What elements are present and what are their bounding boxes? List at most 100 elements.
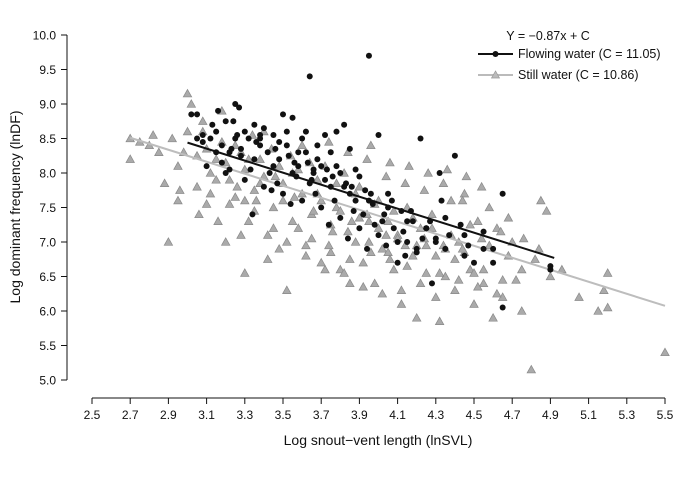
flowing-water-point — [436, 170, 443, 176]
flowing-water-point — [247, 166, 254, 173]
still-water-point — [182, 88, 193, 98]
still-water-point — [534, 243, 544, 253]
flowing-water-point — [442, 245, 449, 252]
still-water-point — [324, 137, 334, 146]
flowing-water-point — [213, 128, 220, 135]
still-water-point — [224, 199, 235, 208]
flowing-water-point — [215, 107, 222, 114]
still-water-point — [289, 192, 300, 201]
still-water-point — [423, 168, 433, 177]
flowing-water-point — [322, 132, 329, 139]
flowing-water-point — [209, 121, 216, 128]
flowing-water-point — [402, 252, 409, 259]
still-water-point — [450, 285, 460, 294]
x-axis-tick-label: 3.9 — [351, 408, 368, 422]
flowing-water-point — [314, 142, 321, 149]
x-axis-tick-label: 4.1 — [389, 408, 406, 422]
still-water-point — [465, 264, 475, 274]
still-water-point — [297, 140, 307, 150]
y-axis-tick-label: 5.0 — [39, 374, 56, 388]
flowing-water-point — [446, 232, 453, 239]
flowing-water-point — [451, 152, 458, 159]
flowing-water-point — [419, 235, 426, 242]
y-axis-tick-label: 9.5 — [39, 63, 56, 77]
still-water-point — [497, 275, 508, 284]
still-water-point — [484, 202, 495, 212]
still-water-point — [388, 206, 399, 215]
still-water-point — [377, 288, 388, 298]
still-water-point — [339, 268, 349, 277]
flowing-water-point — [404, 218, 411, 225]
flowing-water-point — [251, 121, 258, 128]
flowing-water-point — [270, 132, 277, 139]
still-water-point — [503, 212, 514, 222]
still-water-point — [194, 209, 204, 219]
still-water-point — [154, 147, 164, 156]
flowing-water-point — [331, 197, 338, 204]
still-water-point — [400, 240, 411, 250]
x-axis-tick-label: 3.3 — [236, 408, 253, 422]
still-water-point — [173, 161, 183, 170]
still-water-point — [327, 226, 338, 236]
flowing-water-point — [394, 239, 401, 245]
flowing-water-point — [295, 149, 302, 156]
x-axis-tick-label: 5.3 — [618, 408, 635, 422]
flowing-water-point — [344, 235, 351, 242]
still-water-point — [364, 216, 374, 225]
still-water-point — [324, 240, 334, 250]
legend-label-flowing: Flowing water (C = 11.05) — [518, 47, 661, 61]
still-water-point — [434, 316, 445, 325]
y-axis-tick-label: 9.0 — [39, 98, 56, 112]
x-axis-tick-label: 5.1 — [580, 408, 597, 422]
still-water-point — [421, 268, 432, 277]
flowing-water-point — [499, 304, 506, 311]
flowing-water-point — [237, 145, 244, 152]
flowing-water-point — [276, 138, 283, 145]
still-water-point — [366, 140, 376, 150]
flowing-water-point — [283, 142, 290, 149]
flowing-water-point — [266, 170, 273, 176]
flowing-water-point — [371, 221, 378, 228]
still-water-point — [373, 223, 384, 232]
still-water-point — [205, 168, 216, 177]
flowing-water-point — [333, 128, 340, 135]
still-water-point — [125, 154, 135, 163]
flowing-water-point — [203, 163, 210, 170]
y-axis-tick-label: 8.0 — [39, 167, 56, 181]
flowing-water-point — [461, 252, 468, 259]
still-water-point — [385, 254, 395, 263]
still-water-point — [320, 264, 330, 274]
still-water-point — [419, 185, 430, 194]
still-water-point — [530, 254, 540, 263]
still-water-point — [476, 181, 487, 191]
flowing-water-point — [417, 135, 424, 142]
flowing-water-point — [234, 132, 241, 139]
still-water-point — [473, 216, 483, 225]
y-axis-tick-label: 6.5 — [39, 270, 56, 284]
x-axis-tick-label: 4.7 — [504, 408, 521, 422]
still-water-point — [602, 302, 613, 312]
still-water-point — [251, 195, 262, 205]
still-water-point — [306, 233, 317, 243]
still-water-point — [469, 299, 479, 308]
y-axis-label: Log dominant frequency (lnDF) — [7, 111, 23, 304]
still-water-point — [476, 233, 487, 243]
still-water-point — [415, 278, 426, 288]
flowing-water-point — [362, 187, 369, 194]
still-water-point — [335, 206, 346, 215]
flowing-water-point — [257, 142, 264, 149]
flowing-water-point — [291, 159, 298, 166]
flowing-water-point — [199, 132, 206, 139]
flowing-water-point — [365, 52, 372, 59]
still-water-point — [599, 285, 609, 294]
flowing-water-point — [490, 259, 497, 266]
still-water-point — [274, 161, 284, 170]
flowing-water-point — [343, 180, 350, 187]
still-water-point — [350, 237, 361, 246]
still-water-point — [331, 178, 342, 187]
still-water-point — [660, 347, 670, 357]
flowing-water-point — [312, 190, 319, 197]
flowing-water-point — [310, 166, 317, 173]
flowing-water-point — [471, 259, 477, 266]
flowing-water-point — [232, 101, 239, 107]
